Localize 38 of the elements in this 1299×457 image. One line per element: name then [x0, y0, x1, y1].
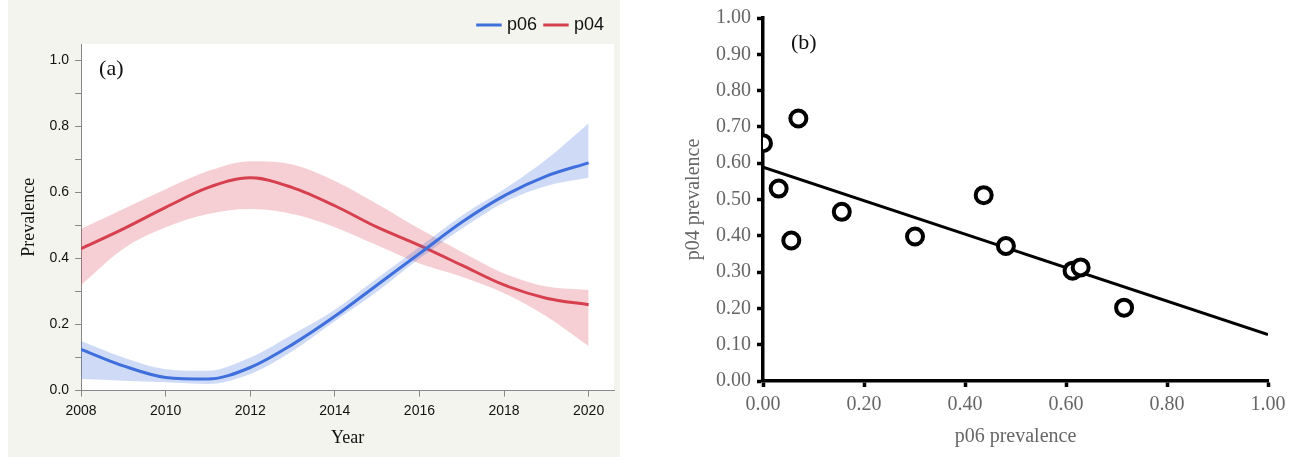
- x-tick-label: 0.20: [846, 392, 882, 415]
- x-tick-label: 2014: [319, 401, 351, 418]
- x-axis-title: Year: [330, 426, 365, 447]
- y-tick-label: 0.60: [716, 150, 751, 173]
- legend-label: p06: [506, 13, 537, 34]
- y-tick-label: 0.6: [49, 183, 70, 200]
- y-axis-title: Prevalence: [17, 177, 38, 257]
- y-tick-label: 0.50: [716, 186, 751, 209]
- y-tick-label: 0.70: [716, 114, 751, 137]
- x-tick-label: 2012: [234, 401, 267, 418]
- legend-label: p04: [573, 13, 605, 34]
- x-axis-title: p06 prevalence: [954, 424, 1077, 448]
- y-tick-label: 0.00: [716, 368, 751, 391]
- y-tick-label: 0.2: [49, 315, 70, 332]
- y-tick-label: 0.4: [49, 249, 70, 266]
- annotation: (b): [791, 28, 817, 54]
- x-tick-label: 2016: [403, 401, 436, 418]
- x-tick-label: 0.60: [1048, 392, 1084, 415]
- annotation: (a): [99, 54, 124, 80]
- y-tick-label: 0.90: [716, 41, 751, 64]
- x-tick-label: 2020: [573, 401, 605, 418]
- y-tick-label: 0.80: [716, 77, 751, 100]
- y-tick-label: 0.10: [716, 331, 751, 354]
- y-tick-label: 1.00: [716, 5, 751, 28]
- x-tick-label: 2008: [65, 401, 97, 418]
- x-tick-label: 2018: [488, 401, 520, 418]
- y-axis-title: p04 prevalence: [681, 138, 705, 261]
- x-tick-label: 0.80: [1149, 392, 1185, 415]
- y-tick-label: 0.40: [716, 223, 751, 246]
- y-tick-label: 0.8: [49, 117, 70, 134]
- x-tick-label: 1.00: [1250, 392, 1286, 415]
- y-tick-label: 0.0: [49, 381, 70, 398]
- y-tick-label: 1.0: [49, 51, 70, 68]
- y-tick-label: 0.30: [716, 259, 751, 282]
- x-tick-label: 2010: [150, 401, 182, 418]
- y-tick-label: 0.20: [716, 295, 751, 318]
- x-tick-label: 0.40: [947, 392, 983, 415]
- x-tick-label: 0.00: [745, 392, 781, 415]
